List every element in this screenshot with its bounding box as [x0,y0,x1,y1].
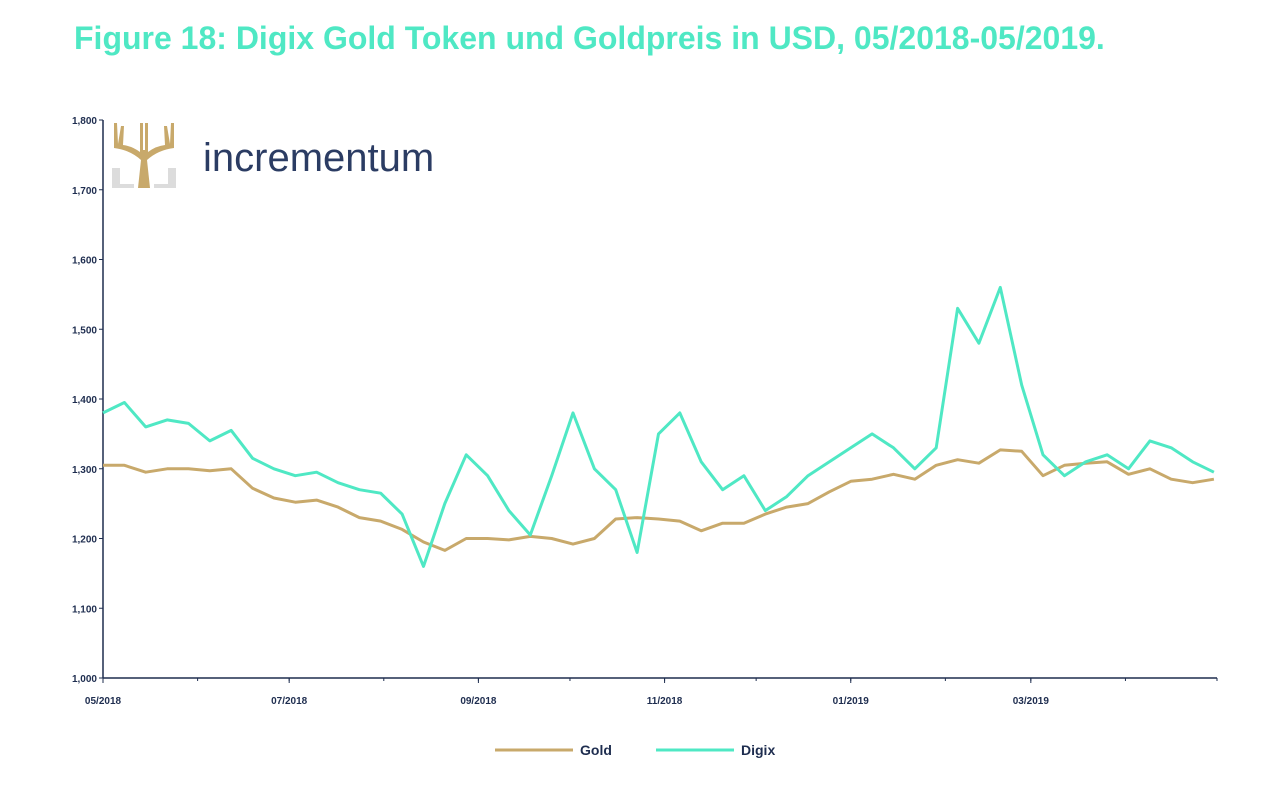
y-tick-label: 1,600 [72,256,97,267]
chart-title: Figure 18: Digix Gold Token und Goldprei… [74,20,1105,56]
y-tick-label: 1,100 [72,604,97,615]
logo-text: incrementum [203,136,434,180]
x-tick-label: 07/2018 [271,696,308,707]
tree-icon [112,123,176,188]
y-ticks: 1,000 1,100 1,200 1,300 1,400 1,500 1,600 1,700… [72,116,103,685]
series-line-digix [102,285,1215,568]
series-line-gold [103,448,1215,552]
series-group [102,285,1215,568]
x-tick-label: 11/2018 [647,696,683,707]
legend-label-gold: Gold [580,742,612,758]
y-tick-label: 1,300 [72,465,97,476]
y-tick-label: 1,000 [72,674,97,685]
y-tick-label: 1,500 [72,325,97,336]
y-tick-label: 1,200 [72,535,97,546]
x-tick-label: 03/2019 [1013,696,1050,707]
x-tick-label: 01/2019 [833,696,870,707]
legend-label-digix: Digix [741,742,775,758]
y-tick-label: 1,700 [72,186,97,197]
logo: incrementum [112,123,434,188]
x-ticks: 05/2018 07/2018 09/2018 11/2018 01/2019 03/20… [85,678,1218,707]
x-tick-label: 09/2018 [460,696,497,707]
x-tick-label: 05/2018 [85,696,122,707]
legend: Gold Digix [495,742,775,758]
y-tick-label: 1,400 [72,395,97,406]
axes [102,120,1217,679]
y-tick-label: 1,800 [72,116,97,127]
